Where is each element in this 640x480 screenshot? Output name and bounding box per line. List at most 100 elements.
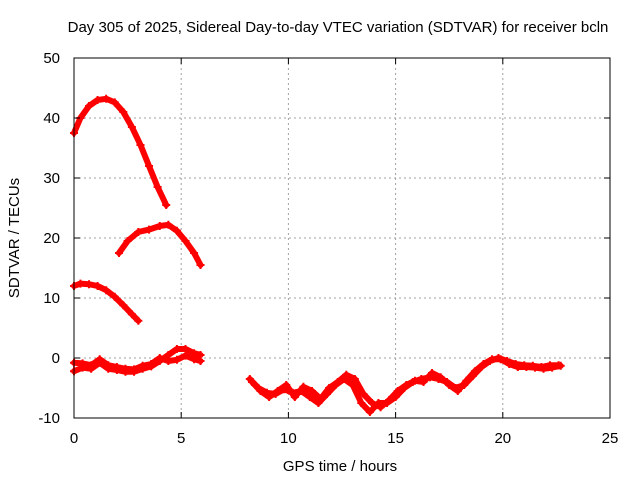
data-point	[325, 384, 334, 392]
series-line	[116, 221, 204, 268]
data-point	[138, 361, 147, 370]
data-point	[265, 393, 274, 401]
data-point	[307, 387, 316, 395]
data-point	[196, 357, 205, 365]
x-tick-label: 20	[494, 430, 511, 447]
data-point	[496, 355, 505, 364]
x-tick-label: 10	[280, 430, 297, 447]
data-point	[162, 201, 171, 209]
data-point	[119, 301, 128, 310]
data-point	[119, 108, 128, 116]
data-point	[181, 351, 190, 360]
y-tick-label: 10	[43, 290, 60, 307]
data-point	[365, 408, 374, 416]
data-point	[428, 369, 437, 377]
data-point	[513, 363, 522, 371]
data-point	[333, 378, 342, 386]
data-point	[505, 360, 514, 368]
data-point	[368, 399, 377, 407]
x-axis-label: GPS time / hours	[283, 458, 397, 475]
data-point	[127, 123, 136, 131]
data-series-layer	[70, 94, 565, 416]
data-point	[172, 226, 181, 235]
data-point	[273, 387, 282, 395]
data-point	[102, 94, 111, 103]
data-point	[539, 364, 548, 373]
data-point	[87, 361, 96, 370]
data-point	[181, 237, 190, 245]
data-point	[115, 249, 124, 257]
data-point	[121, 364, 130, 373]
data-point	[127, 310, 136, 319]
data-point	[196, 261, 205, 269]
axis-ticks	[73, 57, 611, 419]
data-point	[453, 387, 462, 395]
data-point	[376, 403, 385, 412]
data-point	[130, 365, 139, 374]
y-tick-label: -10	[38, 410, 60, 427]
data-point	[299, 382, 308, 391]
x-tick-label: 25	[602, 430, 619, 447]
data-point	[85, 102, 94, 110]
data-point	[462, 376, 471, 385]
data-point	[155, 354, 164, 362]
y-tick-label: 50	[43, 50, 60, 67]
data-point	[522, 363, 531, 371]
grid	[74, 58, 610, 418]
data-point	[316, 394, 325, 403]
data-point	[155, 222, 164, 230]
data-point	[357, 399, 366, 407]
data-point	[93, 96, 102, 104]
data-point	[359, 390, 368, 398]
data-point	[164, 357, 173, 365]
data-point	[134, 316, 143, 325]
data-point	[95, 355, 104, 364]
data-point	[190, 249, 199, 257]
data-point	[145, 162, 154, 170]
data-point	[436, 373, 445, 382]
data-point	[164, 220, 173, 229]
data-point	[393, 387, 402, 395]
data-point	[190, 355, 199, 364]
data-point	[470, 367, 479, 376]
data-point	[123, 237, 132, 245]
y-tick-label: 20	[43, 230, 60, 247]
y-axis-label: SDTVAR / TECUs	[6, 178, 23, 298]
x-tick-label: 0	[70, 430, 78, 447]
y-tick-label: 30	[43, 170, 60, 187]
data-point	[134, 228, 143, 236]
data-point	[110, 98, 119, 107]
data-point	[256, 387, 265, 395]
data-point	[479, 360, 488, 368]
data-point	[153, 183, 162, 191]
series-arc-2	[115, 220, 205, 269]
data-point	[305, 393, 314, 401]
data-point	[402, 381, 411, 389]
data-point	[419, 378, 428, 386]
data-point	[110, 292, 119, 301]
data-point	[102, 286, 111, 295]
data-point	[548, 363, 557, 372]
series-line	[71, 352, 204, 373]
y-tick-label: 40	[43, 110, 60, 127]
data-point	[172, 345, 181, 353]
data-point	[385, 396, 394, 404]
data-point	[488, 355, 497, 364]
data-point	[104, 361, 113, 370]
data-point	[112, 363, 121, 371]
data-point	[147, 360, 156, 368]
data-point	[530, 363, 539, 372]
x-tick-label: 15	[387, 430, 404, 447]
y-tick-labels: -10 0 10 20 30 40 50	[38, 50, 60, 427]
series-arc-1	[70, 94, 171, 209]
data-point	[78, 359, 87, 368]
data-point	[145, 225, 154, 234]
data-point	[85, 280, 94, 289]
y-tick-label: 0	[52, 350, 60, 367]
series-arc-6	[247, 355, 565, 412]
data-point	[290, 393, 299, 401]
series-arc-3	[70, 279, 143, 325]
data-point	[136, 141, 145, 149]
data-point	[350, 375, 359, 383]
